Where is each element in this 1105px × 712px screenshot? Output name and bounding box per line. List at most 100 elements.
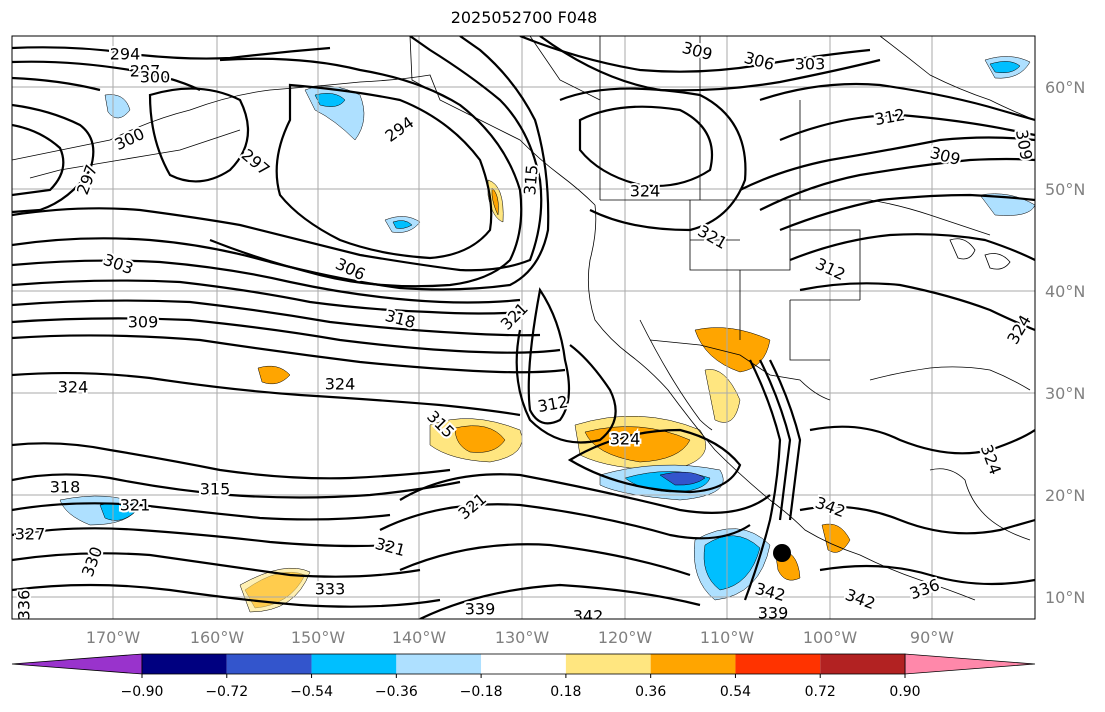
contour-line bbox=[12, 317, 561, 354]
contour-line bbox=[419, 583, 701, 619]
gridlines bbox=[12, 36, 1035, 619]
contour-line bbox=[739, 136, 1035, 191]
contour-label-327-sw: 327 bbox=[15, 525, 46, 544]
lon-tick-label: 150°W bbox=[291, 628, 346, 647]
coastline-baja bbox=[639, 319, 713, 431]
map-title: 2025052700 F048 bbox=[450, 8, 598, 27]
contour-label-315-coast: 315 bbox=[520, 164, 542, 196]
contour-line bbox=[399, 473, 771, 514]
shade-yellow-mx bbox=[704, 369, 741, 423]
colorbar-tick-label: −0.18 bbox=[460, 684, 503, 700]
contour-line bbox=[809, 425, 1035, 455]
lat-tick-label: 40°N bbox=[1045, 282, 1085, 301]
contour-line bbox=[12, 259, 521, 304]
contour-line bbox=[12, 279, 526, 315]
coastline-great-lakes bbox=[949, 238, 1011, 270]
contour-line bbox=[12, 76, 101, 92]
colorbar-tick-label: −0.90 bbox=[121, 684, 164, 700]
contour-line bbox=[12, 36, 550, 291]
contour-label-342-s: 342 bbox=[573, 607, 604, 626]
colorbar-extend-high bbox=[904, 653, 1036, 675]
contour-line bbox=[519, 36, 871, 73]
contour-line bbox=[12, 36, 543, 272]
contour-line bbox=[567, 428, 742, 494]
lon-tick-label: 160°W bbox=[190, 628, 245, 647]
shade-light-blue-w bbox=[104, 94, 131, 119]
lon-tick-label: 100°W bbox=[803, 628, 858, 647]
contour-line bbox=[743, 359, 782, 601]
contour-label-315-s: 315 bbox=[200, 480, 231, 499]
contour-line bbox=[759, 82, 1035, 122]
lon-tick-label: 140°W bbox=[392, 628, 447, 647]
colorbar-segment bbox=[226, 654, 312, 674]
shade-orange-c bbox=[454, 425, 506, 453]
lat-tick-label: 30°N bbox=[1045, 384, 1085, 403]
contour-label-297-nw: 297 bbox=[130, 62, 161, 81]
contour-line bbox=[275, 83, 493, 260]
map-border bbox=[11, 35, 1036, 620]
lat-tick-label: 20°N bbox=[1045, 486, 1085, 505]
shade-blue-ne bbox=[989, 61, 1021, 73]
contour-label-321-s2: 321 bbox=[373, 534, 407, 560]
colorbar-segment bbox=[142, 654, 227, 674]
contour-line bbox=[209, 57, 523, 288]
contour-label-324-baja: 324 bbox=[610, 430, 641, 449]
lon-tick-label: 130°W bbox=[495, 628, 550, 647]
contour-line bbox=[12, 371, 521, 417]
contour-line bbox=[799, 505, 1035, 535]
coastline-hudson bbox=[879, 36, 1035, 121]
contour-line bbox=[12, 299, 541, 337]
contour-line bbox=[539, 36, 881, 92]
contour-label-324-w: 324 bbox=[58, 378, 89, 397]
contour-label-324-c: 324 bbox=[325, 375, 356, 394]
contour-line bbox=[12, 527, 391, 548]
contour-line bbox=[12, 442, 451, 480]
contour-label-336-sw: 336 bbox=[15, 590, 34, 621]
colorbar-tick-label: 0.54 bbox=[720, 684, 751, 700]
shade-navy-trop bbox=[659, 471, 706, 486]
shade-blue-epac bbox=[703, 535, 761, 591]
shade-blue-alaska bbox=[314, 93, 346, 107]
storm-center-marker bbox=[773, 544, 791, 562]
lat-tick-label: 10°N bbox=[1045, 588, 1085, 607]
contour-line bbox=[515, 329, 617, 444]
shade-orange-w bbox=[257, 365, 291, 385]
colorbar-tick-label: 0.72 bbox=[805, 684, 836, 700]
colorbar-segment bbox=[820, 654, 905, 674]
contour-label-321-sw: 321 bbox=[120, 496, 151, 515]
contour-line bbox=[759, 157, 1035, 211]
contour-line bbox=[399, 543, 691, 577]
contour-lines bbox=[12, 36, 1035, 619]
colorbar-segment bbox=[735, 654, 821, 674]
contour-line bbox=[12, 502, 391, 521]
lon-tick-label: 110°W bbox=[700, 628, 755, 647]
colorbar-tick-label: −0.36 bbox=[375, 684, 418, 700]
contour-line bbox=[12, 60, 201, 91]
lon-tick-label: 120°W bbox=[598, 628, 653, 647]
contour-line bbox=[578, 105, 714, 188]
colorbar-tick-label: 0.90 bbox=[889, 684, 920, 700]
contour-line bbox=[527, 287, 571, 425]
colorbar-segment bbox=[565, 654, 651, 674]
contour-line bbox=[379, 503, 751, 540]
colorbar: −0.90 −0.72 −0.54 −0.36 −0.18 0.18 0.36 0.54 0.7… bbox=[11, 653, 1036, 700]
shade-orange-coast bbox=[491, 187, 499, 216]
contour-line bbox=[12, 334, 566, 374]
contour-line bbox=[799, 282, 1035, 332]
contour-line bbox=[769, 359, 802, 521]
lat-tick-label: 50°N bbox=[1045, 180, 1085, 199]
contour-line bbox=[12, 583, 441, 608]
colorbar-tick-label: 0.18 bbox=[550, 684, 581, 700]
contour-label-339-se: 339 bbox=[758, 604, 789, 623]
contour-line bbox=[12, 552, 421, 578]
contour-line bbox=[12, 473, 461, 499]
contour-line bbox=[779, 113, 1035, 142]
border-states bbox=[689, 200, 861, 361]
lat-axis: 60°N 50°N 40°N 30°N 20°N 10°N bbox=[1045, 78, 1085, 607]
colorbar-segment bbox=[481, 654, 566, 674]
border-us-canada bbox=[600, 199, 991, 236]
contour-label-339-s: 339 bbox=[465, 600, 496, 619]
contour-line bbox=[559, 87, 747, 232]
contour-line bbox=[759, 359, 792, 521]
